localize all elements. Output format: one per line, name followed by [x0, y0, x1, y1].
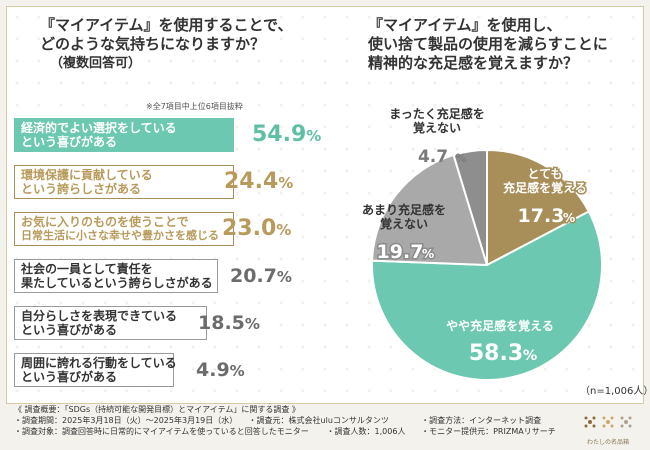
bar-box: お気に入りのものを使うことで 日常生活に小さな幸せや豊かさを感じる: [14, 212, 234, 246]
right-question-title: 『マイアイテム』を使用し、 使い捨て製品の使用を減らすことに 精神的な充足感を覚…: [368, 16, 608, 72]
bar-label-line: という喜びがある: [21, 370, 118, 384]
bar-label-line: という喜びがある: [21, 323, 118, 337]
footer-period: ・調査期間：2025年3月18日（火）～2025年3月19日（水）: [14, 416, 238, 425]
bar-label: 社会の一員として責任を 果たしているという誇らしさがある: [21, 262, 213, 290]
footer-method: ・調査方法：インターネット調査: [421, 416, 542, 425]
bar-box: 周囲に誇れる行動をしている という喜びがある: [14, 353, 177, 387]
bar-label-line: 社会の一員として責任を: [21, 262, 153, 276]
bar-mark: [15, 119, 233, 151]
brand-logo-icon: [584, 416, 632, 428]
survey-footer: 《 調査概要：「SDGs（持続可能な開発目標）とマイアイテム」に関する調査 》 …: [14, 404, 574, 437]
bar-box: 自分らしさを表現できている という喜びがある: [14, 306, 207, 340]
bar-value-label: 18.5%: [198, 312, 260, 334]
footer-title: 《 調査概要：「SDGs（持続可能な開発目標）とマイアイテム」に関する調査 》: [14, 405, 300, 414]
bar-label-line: お気に入りのものを使うことで: [21, 215, 189, 229]
footer-count: ・調査人数：1,006人: [326, 427, 406, 436]
bar-box: 社会の一員として責任を 果たしているという誇らしさがある: [14, 259, 218, 293]
bar-label-line: という誇らしさがある: [21, 182, 142, 196]
bar-value-label: 20.7%: [230, 265, 292, 287]
bar-label-line: 周囲に誇れる行動をしている: [21, 356, 177, 370]
left-question-title: 『マイアイテム』を使用することで、 どのような気持ちになりますか？ （複数回答可…: [40, 16, 293, 71]
bar-label-line: 環境保護に貢献している: [21, 168, 153, 182]
bar-box: 環境保護に貢献している という誇らしさがある: [14, 165, 234, 199]
bar-label: 自分らしさを表現できている という喜びがある: [21, 309, 177, 337]
bar-label-line: 果たしているという誇らしさがある: [21, 276, 213, 290]
brand-logo-text: わたしの名品箱: [586, 439, 629, 446]
bar-label-line: 経済的でよい選択をしている: [21, 121, 177, 135]
top-note: ※全7項目中上位6項目抜粋: [146, 102, 243, 111]
bar-label: 周囲に誇れる行動をしている という喜びがある: [21, 356, 177, 384]
bar-label-line: 自分らしさを表現できている: [21, 309, 178, 323]
bar-label-line: 日常生活に小さな幸せや豊かさを感じる: [21, 229, 219, 242]
footer-provider: ・モニター提供元：PRIZMAリサーチ: [421, 427, 556, 436]
bar-box: 経済的でよい選択をしている という喜びがある: [14, 118, 234, 152]
bar-label: お気に入りのものを使うことで 日常生活に小さな幸せや豊かさを感じる: [21, 215, 219, 243]
bar-value-label: 23.0%: [222, 216, 292, 241]
footer-target: ・調査対象：調査回答時に日常的にマイアイテムを使っていると回答したモニター: [14, 427, 309, 436]
footer-org: ・調査元：株式会社uluコンサルタンツ: [248, 416, 389, 425]
bar-label: 環境保護に貢献している という誇らしさがある: [21, 168, 153, 196]
bar-value-label: 54.9%: [252, 122, 322, 147]
bar-value-label: 24.4%: [224, 169, 294, 194]
bar-value-label: 4.9%: [196, 359, 245, 381]
bar-label-line: という喜びがある: [21, 135, 118, 149]
sample-size-note: （n=1,006人）: [580, 386, 650, 397]
bar-label: 経済的でよい選択をしている という喜びがある: [21, 121, 177, 149]
